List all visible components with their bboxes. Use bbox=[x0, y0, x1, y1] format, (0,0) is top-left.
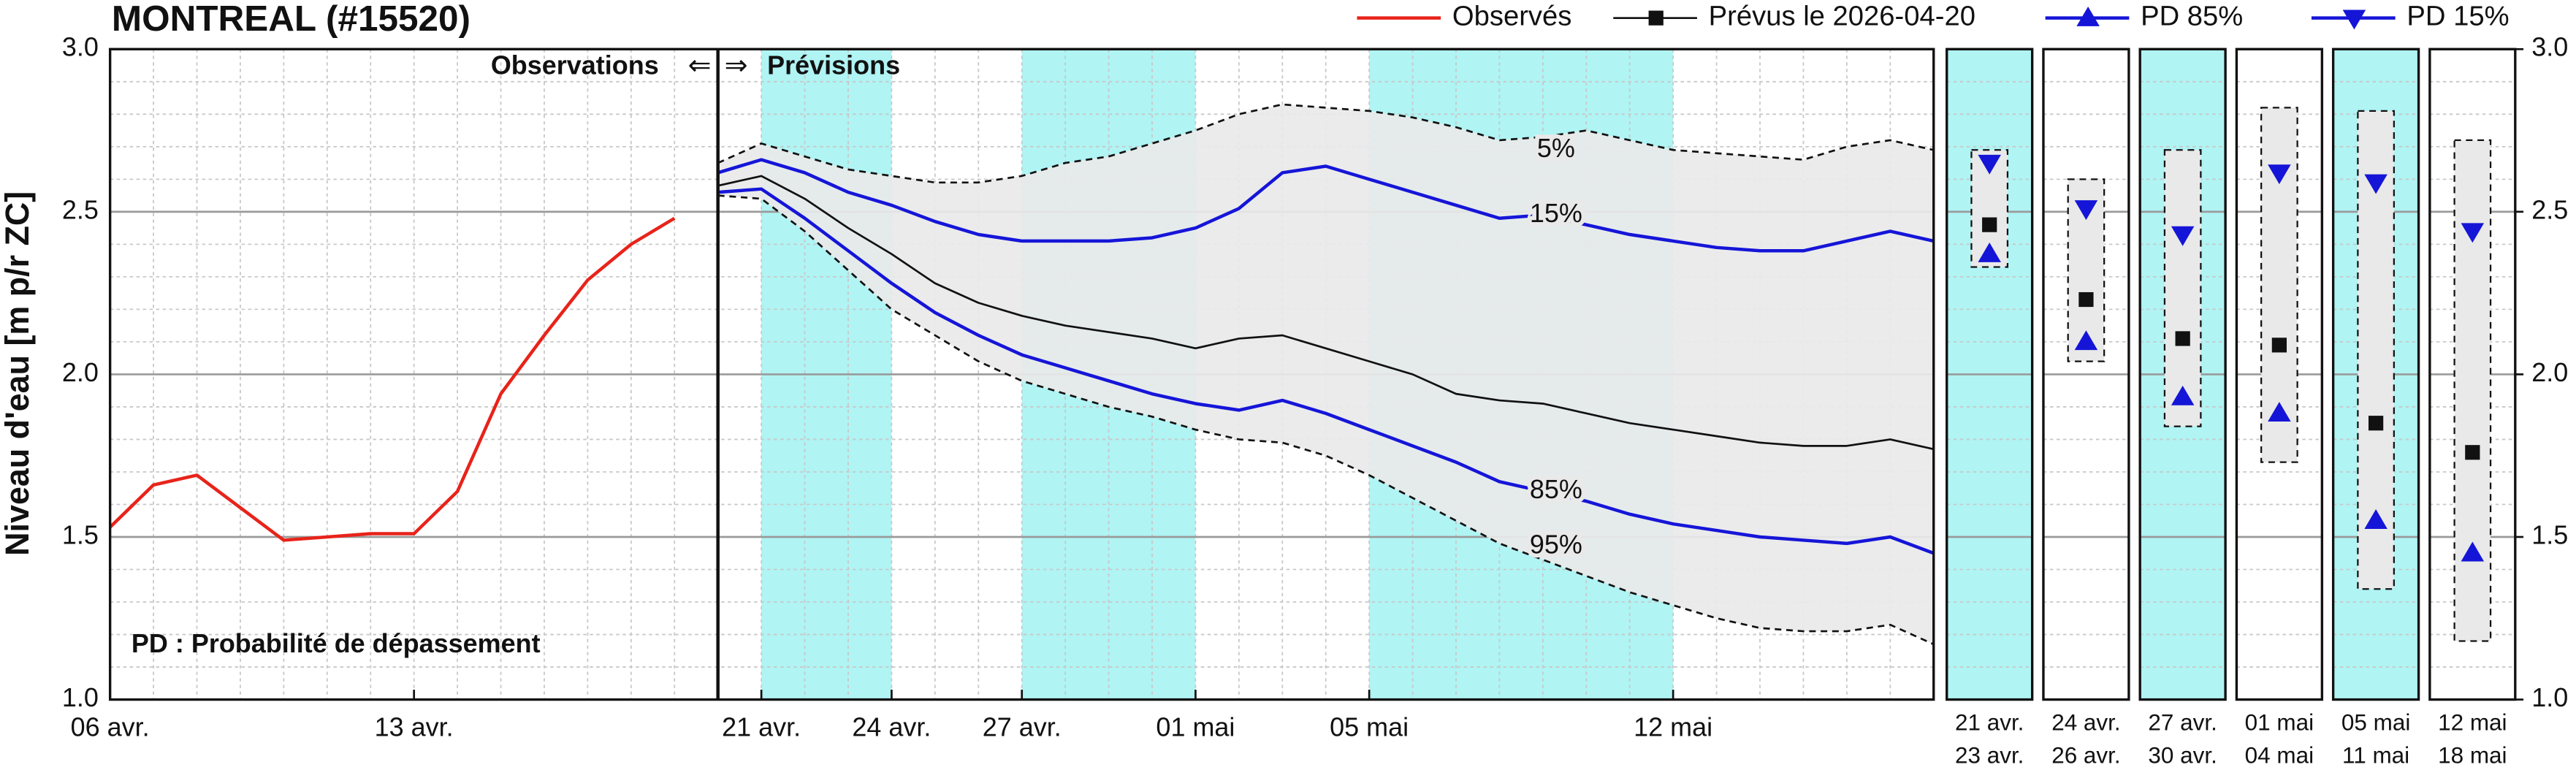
y-tick-label: 2.0 bbox=[2531, 357, 2568, 387]
legend-label: Observés bbox=[1452, 1, 1572, 32]
legend-marker bbox=[2342, 9, 2366, 30]
legend-label: Prévus le 2026-04-20 bbox=[1709, 1, 1975, 32]
period-start: 21 avr. bbox=[1955, 710, 2024, 736]
panel-frame bbox=[2138, 47, 2227, 701]
x-tick-label: 06 avr. bbox=[71, 712, 150, 742]
p85-marker bbox=[2364, 509, 2388, 529]
annotation: PD : Probabilité de dépassement bbox=[132, 628, 541, 658]
series-label: 15% bbox=[1530, 198, 1582, 228]
legend-marker bbox=[1648, 10, 1664, 26]
median-marker bbox=[2271, 338, 2287, 353]
p85-marker bbox=[2171, 385, 2195, 405]
annotation: ⇐ bbox=[688, 50, 712, 81]
p15-marker bbox=[2268, 164, 2291, 185]
y-tick-label: 1.0 bbox=[2531, 682, 2568, 712]
range-box bbox=[2453, 139, 2492, 642]
period-start: 24 avr. bbox=[2051, 710, 2120, 736]
plot-frame bbox=[108, 47, 1935, 701]
period-start: 12 mai bbox=[2438, 710, 2507, 736]
period-end: 04 mai bbox=[2245, 742, 2314, 768]
y-axis-label: Niveau d'eau [m p/r ZC] bbox=[0, 191, 36, 556]
period-end: 30 avr. bbox=[2148, 742, 2217, 768]
series-line bbox=[109, 216, 676, 542]
series-line bbox=[717, 158, 1935, 253]
annotation: ⇒ bbox=[725, 50, 748, 81]
y-tick-label: 2.0 bbox=[62, 357, 99, 387]
x-tick-label: 27 avr. bbox=[983, 712, 1062, 742]
p15-marker bbox=[2074, 200, 2098, 221]
x-tick-label: 13 avr. bbox=[375, 712, 454, 742]
p85-marker bbox=[2461, 541, 2485, 562]
median-marker bbox=[2465, 445, 2480, 460]
y-tick-label: 3.0 bbox=[62, 32, 99, 62]
period-start: 01 mai bbox=[2245, 710, 2314, 736]
p15-marker bbox=[2461, 223, 2485, 243]
x-tick-label: 01 mai bbox=[1156, 712, 1235, 742]
series-line bbox=[717, 194, 1935, 646]
range-box bbox=[2163, 149, 2202, 427]
legend-label: PD 85% bbox=[2141, 1, 2243, 32]
period-start: 05 mai bbox=[2341, 710, 2410, 736]
annotation: Prévisions bbox=[767, 50, 900, 80]
y-tick-label: 1.5 bbox=[2531, 520, 2568, 550]
chart-title: MONTREAL (#15520) bbox=[112, 0, 470, 39]
x-tick-label: 21 avr. bbox=[722, 712, 801, 742]
x-tick-label: 12 mai bbox=[1634, 712, 1712, 742]
period-end: 18 mai bbox=[2438, 742, 2507, 768]
y-tick-label: 1.0 bbox=[62, 682, 99, 712]
panel-frame bbox=[1946, 47, 2034, 701]
annotation: Observations bbox=[491, 50, 659, 80]
y-tick-label: 1.5 bbox=[62, 520, 99, 550]
x-tick-label: 05 mai bbox=[1330, 712, 1409, 742]
legend-label: PD 15% bbox=[2407, 1, 2509, 32]
median-marker bbox=[1982, 217, 1997, 232]
x-tick-label: 24 avr. bbox=[852, 712, 931, 742]
y-tick-label: 3.0 bbox=[2531, 32, 2568, 62]
series-label: 5% bbox=[1537, 133, 1575, 163]
panel-frame bbox=[2331, 47, 2420, 701]
series-line bbox=[717, 187, 1935, 555]
period-start: 27 avr. bbox=[2148, 710, 2217, 736]
p15-marker bbox=[2364, 174, 2388, 194]
period-end: 23 avr. bbox=[1955, 742, 2024, 768]
series-line bbox=[717, 103, 1935, 184]
y-tick-label: 2.5 bbox=[2531, 194, 2568, 224]
p85-marker bbox=[2268, 402, 2291, 422]
period-end: 26 avr. bbox=[2051, 742, 2120, 768]
panel-frame bbox=[2235, 47, 2324, 701]
period-end: 11 mai bbox=[2342, 742, 2409, 768]
median-marker bbox=[2368, 416, 2384, 431]
p85-marker bbox=[2074, 330, 2098, 351]
series-label: 85% bbox=[1530, 474, 1582, 504]
p15-marker bbox=[1978, 154, 2001, 175]
series-line bbox=[717, 175, 1935, 451]
median-marker bbox=[2175, 331, 2190, 346]
median-marker bbox=[2078, 291, 2094, 308]
p85-marker bbox=[1978, 243, 2001, 262]
p15-marker bbox=[2171, 226, 2195, 246]
series-label: 95% bbox=[1530, 530, 1582, 560]
legend-marker bbox=[2076, 6, 2100, 26]
panel-frame bbox=[2042, 47, 2130, 701]
y-tick-label: 2.5 bbox=[62, 194, 99, 224]
